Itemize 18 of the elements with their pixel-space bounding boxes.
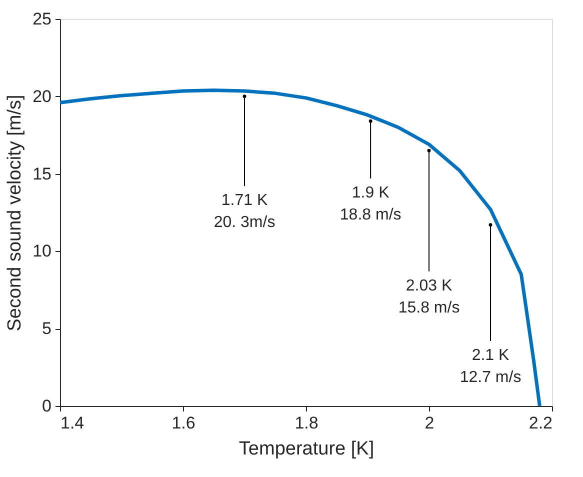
y-tick-label: 10 — [32, 242, 52, 261]
y-axis-title: Second sound velocity [m/s] — [4, 94, 26, 332]
annotation: 2.03 K 15.8 m/s — [398, 277, 460, 316]
x-tick-label: 2.2 — [528, 414, 552, 432]
y-tick-label: 5 — [42, 319, 52, 338]
annotation: 1.71 K 20. 3m/s — [214, 192, 276, 232]
annotation: 1.9 K 18.8 m/s — [340, 184, 402, 224]
y-tick-label: 15 — [32, 164, 52, 184]
x-tick-label: 1.6 — [172, 414, 196, 432]
y-tick-label: 0 — [42, 396, 52, 416]
annotation: 2.1 K 12.7 m/s — [460, 346, 522, 386]
y-tick-label: 25 — [32, 10, 52, 28]
y-tick-label: 20 — [32, 86, 52, 106]
line-series — [58, 88, 542, 408]
x-tick-label: 1.8 — [294, 414, 318, 432]
x-axis-title: Temperature [K] — [238, 438, 374, 460]
x-tick-label: 2 — [424, 414, 434, 432]
x-tick-label: 1.4 — [60, 414, 84, 432]
